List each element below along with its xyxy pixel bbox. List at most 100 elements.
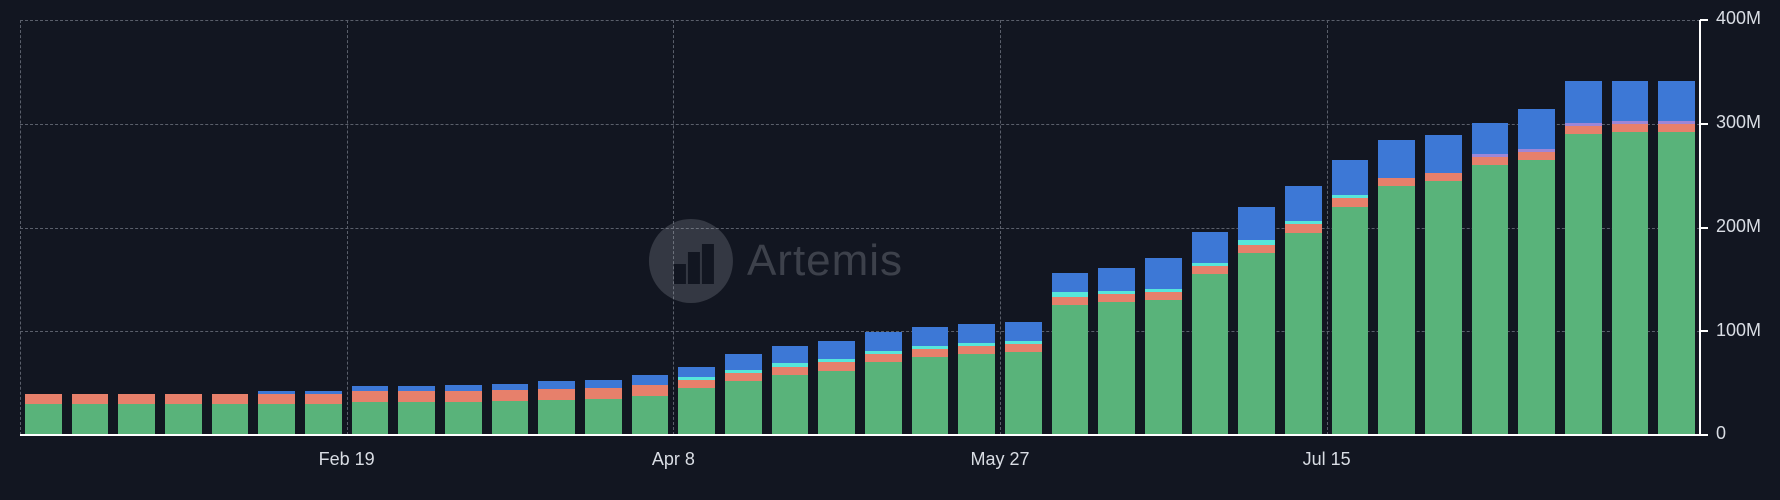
bar-segment-blue — [1612, 81, 1648, 120]
bar-segment-blue — [958, 324, 994, 343]
bar-segment-green — [865, 362, 901, 435]
x-tick-label: May 27 — [970, 449, 1029, 470]
y-tick-label: 0 — [1716, 423, 1726, 444]
bar-segment-blue — [1285, 186, 1321, 221]
bar-segment-blue — [1145, 258, 1181, 289]
bar-segment-green — [958, 354, 994, 435]
bar-segment-orange — [1612, 124, 1648, 132]
bar-segment-cyan — [1332, 195, 1368, 198]
bar-segment-orange — [305, 394, 341, 404]
bar-segment-purple — [1472, 154, 1508, 157]
bar-segment-blue — [398, 386, 434, 391]
y-tick-mark — [1700, 123, 1708, 125]
bar-segment-orange — [352, 391, 388, 401]
bar-segment-blue — [678, 367, 714, 377]
bar-segment-orange — [1285, 224, 1321, 232]
bar-segment-green — [305, 404, 341, 435]
x-grid-line — [1327, 20, 1328, 435]
bar-segment-green — [1658, 132, 1694, 435]
bar-segment-green — [1145, 300, 1181, 435]
bar-segment-orange — [1658, 124, 1694, 132]
x-tick-label: Apr 8 — [652, 449, 695, 470]
bar-segment-orange — [258, 394, 294, 404]
bar-segment-blue — [1332, 160, 1368, 195]
bar-segment-orange — [165, 394, 201, 404]
bar-segment-blue — [1565, 81, 1601, 123]
bar-segment-green — [398, 402, 434, 435]
plot-area: Artemis — [20, 20, 1700, 435]
bar-segment-cyan — [1052, 292, 1088, 297]
bar-segment-cyan — [1005, 341, 1041, 344]
bar-segment-purple — [1518, 149, 1554, 152]
bar-segment-green — [632, 396, 668, 435]
x-grid-line — [1000, 20, 1001, 435]
y-tick-mark — [1700, 19, 1708, 21]
bar-segment-cyan — [818, 359, 854, 362]
bar-segment-blue — [1378, 140, 1414, 177]
bar-segment-orange — [445, 391, 481, 401]
y-grid-line — [20, 20, 1700, 21]
bar-segment-green — [445, 402, 481, 435]
bar-segment-blue — [1005, 322, 1041, 341]
bar-segment-orange — [818, 362, 854, 370]
bar-segment-orange — [725, 373, 761, 381]
bar-segment-orange — [1192, 266, 1228, 274]
bar-segment-green — [1332, 207, 1368, 435]
bar-segment-cyan — [725, 370, 761, 373]
bar-segment-green — [585, 399, 621, 435]
bar-segment-orange — [865, 354, 901, 362]
y-tick-label: 400M — [1716, 8, 1761, 29]
bar-segment-green — [1005, 352, 1041, 435]
bar-segment-green — [1472, 165, 1508, 435]
bar-segment-green — [118, 404, 154, 435]
bar-segment-green — [912, 357, 948, 435]
bar-segment-green — [818, 371, 854, 435]
bar-segment-blue — [258, 391, 294, 393]
bar-segment-blue — [912, 327, 948, 346]
bar-segment-green — [1612, 132, 1648, 435]
bar-segment-orange — [1238, 245, 1274, 253]
bar-segment-orange — [1098, 294, 1134, 302]
bar-segment-green — [725, 381, 761, 435]
bar-segment-green — [1238, 253, 1274, 435]
bar-segment-cyan — [958, 343, 994, 346]
bar-segment-blue — [1472, 123, 1508, 154]
bar-segment-green — [1425, 181, 1461, 435]
bar-segment-purple — [1565, 123, 1601, 126]
bar-segment-purple — [1612, 121, 1648, 124]
bar-segment-blue — [538, 381, 574, 389]
bar-segment-green — [538, 400, 574, 435]
bar-segment-blue — [1098, 268, 1134, 291]
y-grid-line — [20, 124, 1700, 125]
bar-segment-green — [165, 404, 201, 435]
bar-segment-orange — [118, 394, 154, 404]
bar-segment-orange — [492, 390, 528, 400]
x-grid-line — [347, 20, 348, 435]
bar-segment-cyan — [865, 351, 901, 354]
watermark-text: Artemis — [747, 236, 903, 286]
bar-segment-green — [25, 404, 61, 435]
bar-segment-blue — [352, 386, 388, 391]
y-tick-mark — [1700, 227, 1708, 229]
bar-segment-orange — [1145, 292, 1181, 300]
bar-segment-orange — [1005, 344, 1041, 352]
bar-segment-blue — [1518, 109, 1554, 148]
bar-segment-green — [212, 404, 248, 435]
bar-segment-orange — [958, 346, 994, 354]
bar-segment-green — [1378, 186, 1414, 435]
bar-segment-orange — [72, 394, 108, 404]
bar-segment-orange — [1052, 297, 1088, 305]
bar-segment-orange — [772, 367, 808, 375]
bar-segment-cyan — [1285, 221, 1321, 224]
bar-segment-blue — [445, 385, 481, 391]
artemis-logo-icon — [649, 219, 733, 303]
chart-root: Artemis0100M200M300M400MFeb 19Apr 8May 2… — [0, 0, 1780, 500]
bar-segment-orange — [1472, 157, 1508, 165]
bar-segment-blue — [1238, 207, 1274, 240]
y-tick-mark — [1700, 434, 1708, 436]
x-grid-line — [20, 20, 21, 435]
bar-segment-orange — [25, 394, 61, 404]
bar-segment-cyan — [912, 346, 948, 349]
x-tick-label: Feb 19 — [319, 449, 375, 470]
bar-segment-orange — [538, 389, 574, 399]
